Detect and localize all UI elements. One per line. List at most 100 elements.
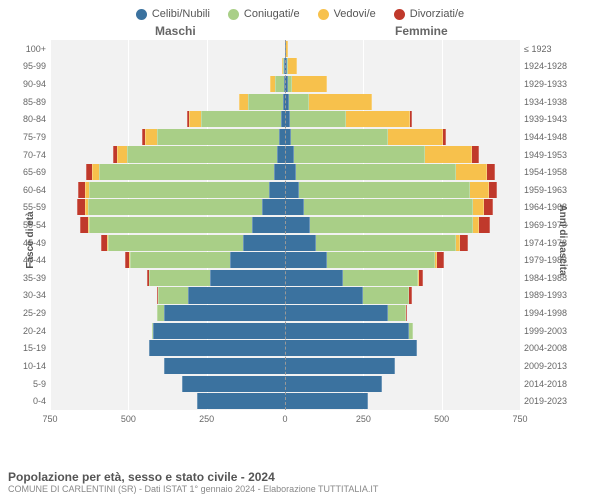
segment-con <box>157 305 165 321</box>
male-half <box>50 199 285 215</box>
segment-ved <box>117 146 126 162</box>
segment-ved <box>473 199 484 215</box>
x-tick: 250 <box>199 414 214 424</box>
segment-con <box>304 199 473 215</box>
x-tick: 0 <box>282 414 287 424</box>
segment-cel <box>197 393 285 409</box>
segment-con <box>327 252 435 268</box>
age-label: 35-39 <box>0 273 46 283</box>
segment-div <box>410 111 412 127</box>
age-label: 55-59 <box>0 202 46 212</box>
segment-ved <box>288 58 297 74</box>
segment-div <box>409 287 412 303</box>
segment-con <box>290 111 346 127</box>
legend-label: Coniugati/e <box>244 8 300 20</box>
age-label: 20-24 <box>0 326 46 336</box>
birth-label: 2019-2023 <box>524 396 600 406</box>
male-half <box>50 76 285 92</box>
segment-cel <box>182 376 285 392</box>
segment-ved <box>309 94 372 110</box>
age-label: 5-9 <box>0 379 46 389</box>
segment-ved <box>346 111 410 127</box>
male-half <box>50 164 285 180</box>
female-half <box>285 199 520 215</box>
age-label: 70-74 <box>0 150 46 160</box>
segment-ved <box>189 111 202 127</box>
male-half <box>50 252 285 268</box>
segment-ved <box>292 76 326 92</box>
birth-label: 1964-1968 <box>524 202 600 212</box>
birth-label: 1929-1933 <box>524 79 600 89</box>
age-label: 15-19 <box>0 343 46 353</box>
segment-div <box>419 270 423 286</box>
segment-cel <box>285 182 299 198</box>
segment-div <box>484 199 493 215</box>
segment-con <box>89 182 269 198</box>
age-label: 10-14 <box>0 361 46 371</box>
segment-con <box>294 146 426 162</box>
birth-label: 1974-1978 <box>524 238 600 248</box>
segment-cel <box>277 146 285 162</box>
segment-ved <box>145 129 158 145</box>
birth-label: 1999-2003 <box>524 326 600 336</box>
segment-con <box>157 129 279 145</box>
legend-item: Divorziati/e <box>394 8 464 20</box>
segment-con <box>158 287 188 303</box>
segment-cel <box>285 235 316 251</box>
age-label: 0-4 <box>0 396 46 406</box>
segment-cel <box>262 199 286 215</box>
segment-ved <box>425 146 472 162</box>
x-tick: 750 <box>42 414 57 424</box>
female-half <box>285 323 520 339</box>
header-female: Femmine <box>395 24 448 38</box>
legend-label: Celibi/Nubili <box>152 8 210 20</box>
segment-div <box>443 129 446 145</box>
male-half <box>50 393 285 409</box>
x-axis: 7505002500250500750 <box>50 414 520 430</box>
population-pyramid: Fasce di età Anni di nascita 100+95-9990… <box>0 40 600 440</box>
female-half <box>285 235 520 251</box>
segment-cel <box>285 199 304 215</box>
age-label: 30-34 <box>0 290 46 300</box>
segment-ved <box>456 164 487 180</box>
birth-label: 1944-1948 <box>524 132 600 142</box>
birth-label: ≤ 1923 <box>524 44 600 54</box>
segment-con <box>89 217 252 233</box>
segment-cel <box>274 164 285 180</box>
male-half <box>50 94 285 110</box>
legend-label: Vedovi/e <box>334 8 376 20</box>
segment-cel <box>285 164 296 180</box>
segment-div <box>78 182 86 198</box>
segment-con <box>343 270 418 286</box>
male-half <box>50 323 285 339</box>
male-half <box>50 111 285 127</box>
segment-con <box>99 164 274 180</box>
birth-label: 2014-2018 <box>524 379 600 389</box>
footer: Popolazione per età, sesso e stato civil… <box>8 470 378 494</box>
age-label: 95-99 <box>0 61 46 71</box>
male-half <box>50 58 285 74</box>
segment-cel <box>285 323 409 339</box>
legend-label: Divorziati/e <box>410 8 464 20</box>
age-label: 25-29 <box>0 308 46 318</box>
segment-con <box>291 129 388 145</box>
birth-label: 1984-1988 <box>524 273 600 283</box>
birth-axis: ≤ 19231924-19281929-19331934-19381939-19… <box>522 40 600 410</box>
male-half <box>50 235 285 251</box>
chart-title: Popolazione per età, sesso e stato civil… <box>8 470 378 484</box>
age-axis: 100+95-9990-9485-8980-8475-7970-7465-696… <box>0 40 48 410</box>
segment-cel <box>285 252 327 268</box>
segment-con <box>299 182 470 198</box>
female-half <box>285 129 520 145</box>
male-half <box>50 41 285 57</box>
segment-con <box>275 76 284 92</box>
male-half <box>50 129 285 145</box>
segment-div <box>406 305 407 321</box>
birth-label: 2004-2008 <box>524 343 600 353</box>
male-half <box>50 182 285 198</box>
segment-cel <box>285 376 382 392</box>
age-label: 90-94 <box>0 79 46 89</box>
segment-cel <box>285 287 363 303</box>
segment-con <box>388 305 405 321</box>
birth-label: 1949-1953 <box>524 150 600 160</box>
